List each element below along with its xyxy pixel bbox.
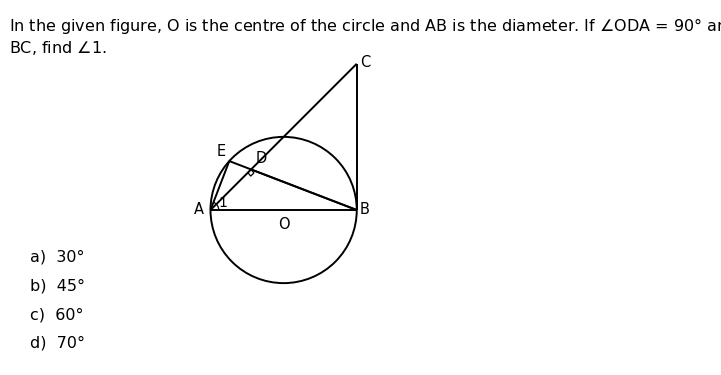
Text: E: E bbox=[216, 144, 226, 159]
Text: 1: 1 bbox=[218, 196, 227, 210]
Text: A: A bbox=[194, 202, 204, 217]
Text: c)  60°: c) 60° bbox=[30, 307, 84, 322]
Text: BC, find $\angle$1.: BC, find $\angle$1. bbox=[9, 39, 106, 57]
Text: d)  70°: d) 70° bbox=[30, 336, 85, 351]
Text: O: O bbox=[278, 217, 289, 232]
Text: B: B bbox=[360, 202, 370, 217]
Text: D: D bbox=[255, 152, 267, 166]
Text: C: C bbox=[360, 55, 370, 70]
Text: In the given figure, O is the centre of the circle and AB is the diameter. If $\: In the given figure, O is the centre of … bbox=[9, 16, 721, 36]
Text: a)  30°: a) 30° bbox=[30, 249, 85, 264]
Text: b)  45°: b) 45° bbox=[30, 278, 85, 293]
